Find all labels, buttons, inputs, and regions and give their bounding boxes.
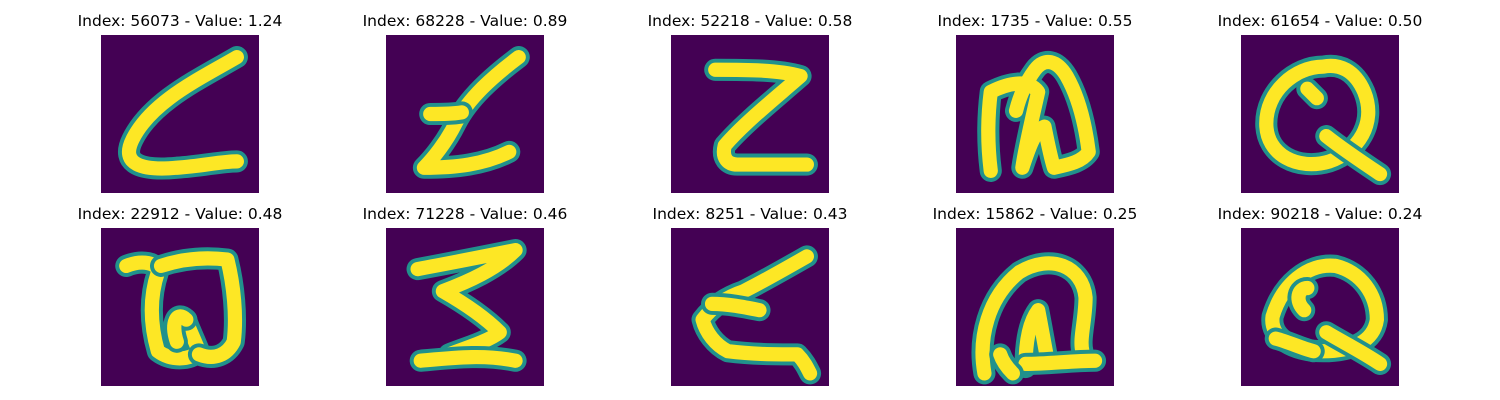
glyph-w-loop (956, 35, 1114, 193)
glyph-image (1241, 228, 1399, 386)
panel-title: Index: 90218 - Value: 0.24 (1217, 205, 1423, 223)
glyph-q-loop (1241, 228, 1399, 386)
glyph-z-shape (386, 35, 544, 193)
image-panel: Index: 71228 - Value: 0.46 (320, 205, 610, 395)
glyph-image (101, 35, 259, 193)
glyph-image (671, 228, 829, 386)
panel-title: Index: 52218 - Value: 0.58 (647, 12, 853, 30)
image-panel: Index: 56073 - Value: 1.24 (35, 12, 325, 202)
glyph-d-loop (956, 228, 1114, 386)
panel-title: Index: 8251 - Value: 0.43 (652, 205, 848, 223)
glyph-image (386, 228, 544, 386)
panel-title: Index: 61654 - Value: 0.50 (1217, 12, 1423, 30)
image-panel: Index: 15862 - Value: 0.25 (890, 205, 1180, 395)
glyph-w-shape (101, 228, 259, 386)
glyph-z-block (671, 35, 829, 193)
panel-title: Index: 56073 - Value: 1.24 (77, 12, 283, 30)
panel-title: Index: 68228 - Value: 0.89 (362, 12, 568, 30)
image-panel: Index: 68228 - Value: 0.89 (320, 12, 610, 202)
glyph-image (101, 228, 259, 386)
image-panel: Index: 1735 - Value: 0.55 (890, 12, 1180, 202)
panel-title: Index: 22912 - Value: 0.48 (77, 205, 283, 223)
glyph-image (956, 35, 1114, 193)
glyph-q-shape (1241, 35, 1399, 193)
glyph-z-curve (671, 228, 829, 386)
panel-title: Index: 1735 - Value: 0.55 (937, 12, 1133, 30)
glyph-image (386, 35, 544, 193)
image-panel: Index: 90218 - Value: 0.24 (1175, 205, 1465, 395)
glyph-image (671, 35, 829, 193)
image-panel: Index: 8251 - Value: 0.43 (605, 205, 895, 395)
glyph-image (956, 228, 1114, 386)
image-panel: Index: 52218 - Value: 0.58 (605, 12, 895, 202)
panel-title: Index: 15862 - Value: 0.25 (932, 205, 1138, 223)
glyph-c-shape (101, 35, 259, 193)
image-panel: Index: 61654 - Value: 0.50 (1175, 12, 1465, 202)
glyph-image (1241, 35, 1399, 193)
panel-title: Index: 71228 - Value: 0.46 (362, 205, 568, 223)
image-panel: Index: 22912 - Value: 0.48 (35, 205, 325, 395)
glyph-sigma-shape (386, 228, 544, 386)
